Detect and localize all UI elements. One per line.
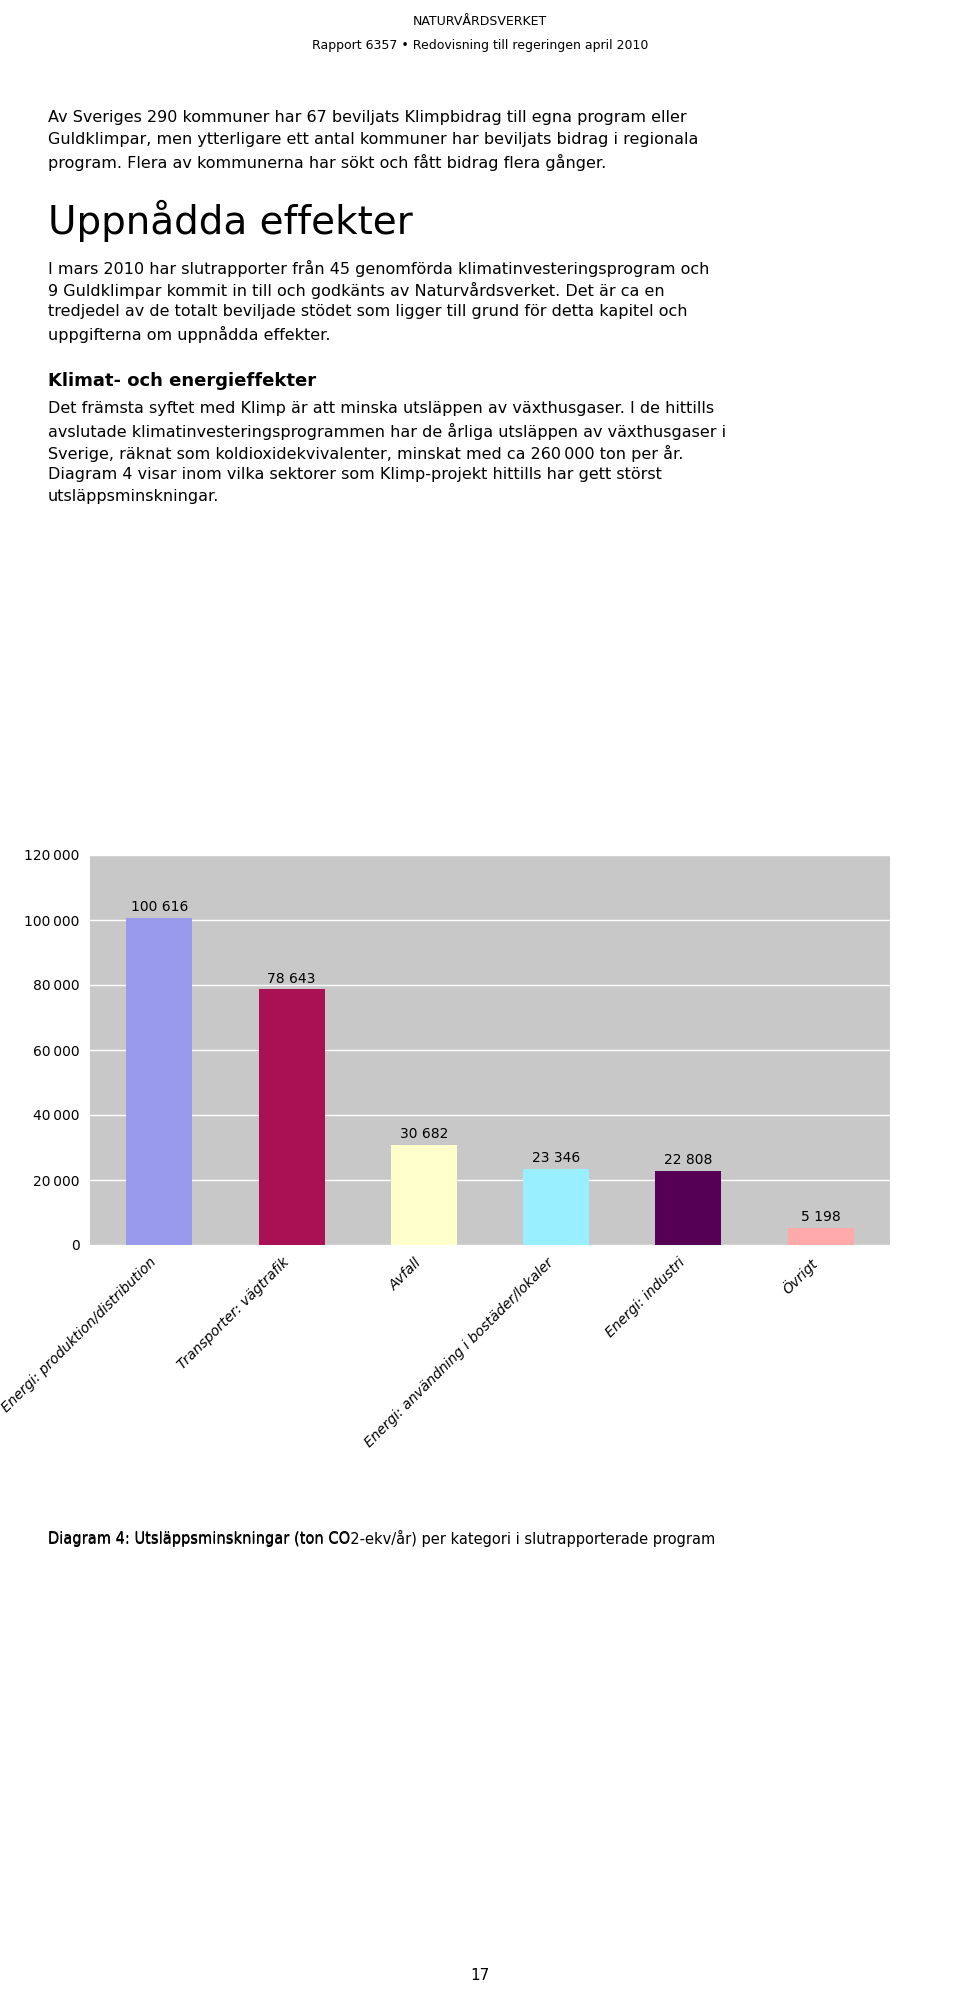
Text: Det främsta syftet med Klimp är att minska utsläppen av växthusgaser. I de hitti: Det främsta syftet med Klimp är att mins… [48, 401, 714, 415]
Bar [258, 990, 324, 1246]
Text: tredjedel av de totalt beviljade stödet som ligger till grund för detta kapitel : tredjedel av de totalt beviljade stödet … [48, 304, 687, 319]
Bar [787, 1228, 853, 1246]
Text: Uppnådda effekter: Uppnådda effekter [48, 200, 413, 242]
Text: NATURVÅRDSVERKET: NATURVÅRDSVERKET [413, 16, 547, 28]
Text: 17: 17 [470, 1968, 490, 1982]
Text: Klimat- och energieffekter: Klimat- och energieffekter [48, 373, 316, 389]
Text: Rapport 6357 • Redovisning till regeringen april 2010: Rapport 6357 • Redovisning till regering… [312, 38, 648, 52]
Bar [127, 917, 192, 1246]
Text: 78 643: 78 643 [268, 972, 316, 986]
Text: 5 198: 5 198 [801, 1210, 840, 1224]
Text: Guldklimpar, men ytterligare ett antal kommuner har beviljats bidrag i regionala: Guldklimpar, men ytterligare ett antal k… [48, 131, 698, 147]
Bar [656, 1171, 721, 1246]
Text: 100 616: 100 616 [131, 899, 188, 913]
Text: Diagram 4 visar inom vilka sektorer som Klimp-projekt hittills har gett störst: Diagram 4 visar inom vilka sektorer som … [48, 466, 661, 482]
Text: Av Sveriges 290 kommuner har 67 beviljats Klimpbidrag till egna program eller: Av Sveriges 290 kommuner har 67 beviljat… [48, 111, 686, 125]
Text: utsläppsminskningar.: utsläppsminskningar. [48, 488, 220, 504]
Text: uppgifterna om uppnådda effekter.: uppgifterna om uppnådda effekter. [48, 327, 330, 343]
Text: Sverige, räknat som koldioxidekvivalenter, minskat med ca 260 000 ton per år.: Sverige, räknat som koldioxidekvivalente… [48, 446, 684, 462]
Text: Diagram 4: Utsläppsminskningar (ton CO: Diagram 4: Utsläppsminskningar (ton CO [48, 1530, 350, 1546]
Text: 9 Guldklimpar kommit in till och godkänts av Naturvårdsverket. Det är ca en: 9 Guldklimpar kommit in till och godkänt… [48, 282, 664, 298]
Bar [391, 1145, 457, 1246]
Text: avslutade klimatinvesteringsprogrammen har de årliga utsläppen av växthusgaser i: avslutade klimatinvesteringsprogrammen h… [48, 423, 726, 439]
Text: I mars 2010 har slutrapporter från 45 genomförda klimatinvesteringsprogram och: I mars 2010 har slutrapporter från 45 ge… [48, 260, 709, 276]
Text: 30 682: 30 682 [399, 1127, 448, 1141]
Text: 23 346: 23 346 [532, 1151, 580, 1165]
Bar [523, 1169, 589, 1246]
Text: program. Flera av kommunerna har sökt och fått bidrag flera gånger.: program. Flera av kommunerna har sökt oc… [48, 153, 607, 171]
Text: Diagram 4: Utsläppsminskningar (ton CO2-ekv/år) per kategori i slutrapporterade : Diagram 4: Utsläppsminskningar (ton CO2-… [48, 1530, 715, 1546]
Text: 22 808: 22 808 [664, 1153, 712, 1167]
